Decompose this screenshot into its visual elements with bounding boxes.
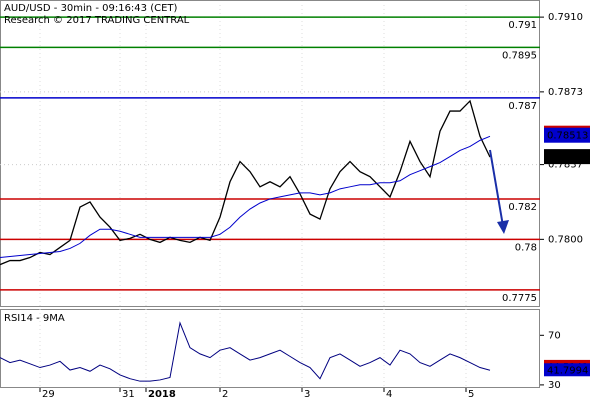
x-tick-label: 31 bbox=[122, 389, 135, 400]
forecast-arrowhead bbox=[497, 220, 509, 234]
price-tag bbox=[544, 127, 590, 143]
y-tick-label: 0.7910 bbox=[548, 12, 583, 23]
rsi-tick-label: 70 bbox=[548, 330, 561, 341]
price-line bbox=[0, 135, 491, 259]
x-tick-label: 3 bbox=[304, 389, 310, 400]
level-label: 0.787 bbox=[508, 101, 537, 112]
chart-subtitle: Research © 2017 TRADING CENTRAL bbox=[4, 15, 190, 26]
rsi-panel bbox=[0, 309, 540, 388]
rsi-tag bbox=[544, 363, 590, 377]
x-tick-label: 4 bbox=[386, 389, 392, 400]
price-tag-label: 0.78513 bbox=[547, 131, 588, 142]
rsi-tick-label: 30 bbox=[548, 380, 561, 391]
level-label: 0.782 bbox=[508, 202, 537, 213]
level-label: 0.78 bbox=[515, 242, 537, 253]
level-label: 0.791 bbox=[508, 20, 537, 31]
y-tick-label: 0.7800 bbox=[548, 234, 583, 245]
level-label: 0.7895 bbox=[502, 50, 537, 61]
x-tick-label: 29 bbox=[42, 389, 55, 400]
rsi-line bbox=[0, 321, 491, 382]
y-tick-label: 0.7837 bbox=[548, 160, 583, 171]
price-panel bbox=[0, 0, 540, 307]
rsi-tag-label: 41.7994 bbox=[547, 365, 588, 376]
x-tick-label: 2 bbox=[222, 389, 228, 400]
y-tick-label: 0.7873 bbox=[548, 87, 583, 98]
x-tick-label: 2018 bbox=[148, 389, 176, 400]
forecast-arrow bbox=[489, 149, 504, 227]
x-tick-label: 5 bbox=[468, 389, 474, 400]
price-line bbox=[0, 99, 491, 266]
price-tag-label: 0.78407 bbox=[547, 152, 588, 163]
chart-title: AUD/USD - 30min - 09:16:43 (CET) bbox=[4, 3, 178, 14]
price-tag bbox=[544, 149, 590, 165]
level-label: 0.7775 bbox=[502, 293, 537, 304]
rsi-title: RSI14 - 9MA bbox=[4, 313, 65, 324]
